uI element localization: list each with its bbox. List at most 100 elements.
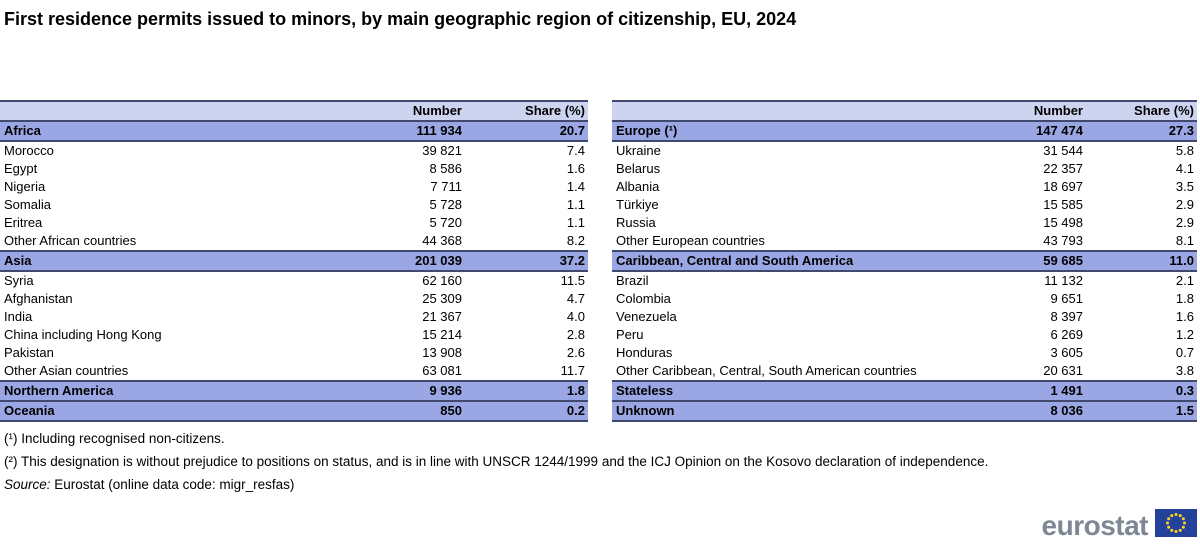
cell-share: 3.5: [1175, 179, 1194, 194]
table-row-country: Ukraine 31 544 5.8: [612, 141, 1197, 160]
table-row-country: Eritrea 5 720 1.1: [0, 214, 588, 232]
cell-number: 9 651: [1050, 291, 1083, 306]
column-header-share: Share (%): [1134, 103, 1194, 118]
cell-share: 8.2: [566, 233, 585, 248]
footnote-2: (²) This designation is without prejudic…: [4, 454, 989, 469]
table-row-country: Nigeria 7 711 1.4: [0, 178, 588, 196]
cell-label: Afghanistan: [4, 291, 73, 306]
column-header-number: Number: [1033, 103, 1083, 118]
cell-label: Brazil: [616, 273, 649, 288]
cell-label: Somalia: [4, 197, 51, 212]
cell-label: Nigeria: [4, 179, 46, 194]
cell-label: Other Caribbean, Central, South American…: [616, 363, 917, 378]
cell-label: Colombia: [616, 291, 671, 306]
cell-number: 8 586: [429, 161, 462, 176]
cell-share: 1.6: [1175, 309, 1194, 324]
table-row-country: Türkiye 15 585 2.9: [612, 196, 1197, 214]
table-row-country: Russia 15 498 2.9: [612, 214, 1197, 232]
cell-number: 8 036: [1050, 403, 1083, 418]
table-header-row: Number Share (%): [612, 101, 1197, 121]
table-header-row: Number Share (%): [0, 101, 588, 121]
table-row-country: Albania 18 697 3.5: [612, 178, 1197, 196]
cell-label: Eritrea: [4, 215, 43, 230]
column-header-blank: [612, 101, 963, 121]
eu-flag-icon: [1155, 509, 1197, 542]
cell-label: Stateless: [616, 383, 674, 398]
cell-label: Honduras: [616, 345, 673, 360]
table-row-country: Honduras 3 605 0.7: [612, 344, 1197, 362]
cell-share: 37.2: [559, 253, 585, 268]
table-row-country: Peru 6 269 1.2: [612, 326, 1197, 344]
cell-share: 20.7: [559, 123, 585, 138]
cell-number: 8 397: [1050, 309, 1083, 324]
cell-number: 3 605: [1050, 345, 1083, 360]
table-right-panel: Number Share (%) Europe (¹) 147 474 27.3 Uk…: [612, 100, 1197, 422]
cell-share: 11.5: [560, 273, 585, 288]
table-row-country: Belarus 22 357 4.1: [612, 160, 1197, 178]
cell-number: 15 498: [1043, 215, 1083, 230]
cell-label: Egypt: [4, 161, 38, 176]
footnote-1: (¹) Including recognised non-citizens.: [4, 431, 225, 446]
cell-share: 1.8: [1175, 291, 1194, 306]
cell-share: 0.3: [1175, 383, 1194, 398]
table-row-country: Brazil 11 132 2.1: [612, 271, 1197, 290]
cell-label: Türkiye: [616, 197, 659, 212]
cell-label: Northern America: [4, 383, 114, 398]
table-row-region: Oceania 850 0.2: [0, 401, 588, 421]
table-row-region: Caribbean, Central and South America 59 6…: [612, 251, 1197, 271]
cell-number: 63 081: [422, 363, 462, 378]
cell-label: Caribbean, Central and South America: [616, 253, 854, 268]
cell-share: 3.8: [1175, 363, 1194, 378]
cell-number: 21 367: [422, 309, 462, 324]
cell-share: 7.4: [566, 143, 585, 158]
cell-number: 11 132: [1044, 273, 1083, 288]
cell-share: 1.1: [566, 197, 585, 212]
table-row-country: India 21 367 4.0: [0, 308, 588, 326]
cell-number: 15 214: [422, 327, 462, 342]
cell-number: 1 491: [1050, 383, 1083, 398]
cell-number: 44 368: [422, 233, 462, 248]
cell-number: 15 585: [1043, 197, 1083, 212]
table-row-country: Afghanistan 25 309 4.7: [0, 290, 588, 308]
cell-share: 2.8: [566, 327, 585, 342]
cell-share: 8.1: [1175, 233, 1194, 248]
cell-number: 850: [440, 403, 462, 418]
cell-number: 201 039: [415, 253, 462, 268]
table-row-country: Pakistan 13 908 2.6: [0, 344, 588, 362]
cell-label: Europe (¹): [616, 123, 678, 138]
cell-label: India: [4, 309, 33, 324]
cell-share: 1.2: [1175, 327, 1194, 342]
table-right: Number Share (%) Europe (¹) 147 474 27.3 Uk…: [612, 100, 1197, 422]
cell-share: 2.9: [1175, 215, 1194, 230]
cell-share: 11.0: [1169, 253, 1194, 268]
cell-label: Peru: [616, 327, 644, 342]
cell-number: 43 793: [1043, 233, 1083, 248]
table-row-country: Egypt 8 586 1.6: [0, 160, 588, 178]
cell-label: Syria: [4, 273, 34, 288]
table-row-region: Europe (¹) 147 474 27.3: [612, 121, 1197, 141]
column-header-number: Number: [412, 103, 462, 118]
table-row-country: Syria 62 160 11.5: [0, 271, 588, 290]
cell-share: 1.8: [566, 383, 585, 398]
cell-label: Pakistan: [4, 345, 54, 360]
cell-share: 1.6: [566, 161, 585, 176]
cell-label: Albania: [616, 179, 660, 194]
table-row-country: Colombia 9 651 1.8: [612, 290, 1197, 308]
cell-number: 39 821: [422, 143, 462, 158]
eurostat-logo-text: eurostat: [1041, 509, 1149, 541]
source-text: Eurostat (online data code: migr_resfas): [50, 477, 295, 492]
table-row-country: Somalia 5 728 1.1: [0, 196, 588, 214]
cell-number: 9 936: [429, 383, 462, 398]
cell-share: 4.0: [566, 309, 585, 324]
cell-label: Other Asian countries: [4, 363, 129, 378]
table-row-region: Northern America 9 936 1.8: [0, 381, 588, 401]
cell-share: 0.7: [1175, 345, 1194, 360]
table-row-country: China including Hong Kong 15 214 2.8: [0, 326, 588, 344]
cell-number: 7 711: [430, 179, 462, 194]
table-row-region: Unknown 8 036 1.5: [612, 401, 1197, 421]
cell-share: 4.1: [1175, 161, 1194, 176]
cell-number: 62 160: [422, 273, 462, 288]
table-row-country: Morocco 39 821 7.4: [0, 141, 588, 160]
cell-share: 4.7: [566, 291, 585, 306]
source-label: Source:: [4, 477, 51, 492]
